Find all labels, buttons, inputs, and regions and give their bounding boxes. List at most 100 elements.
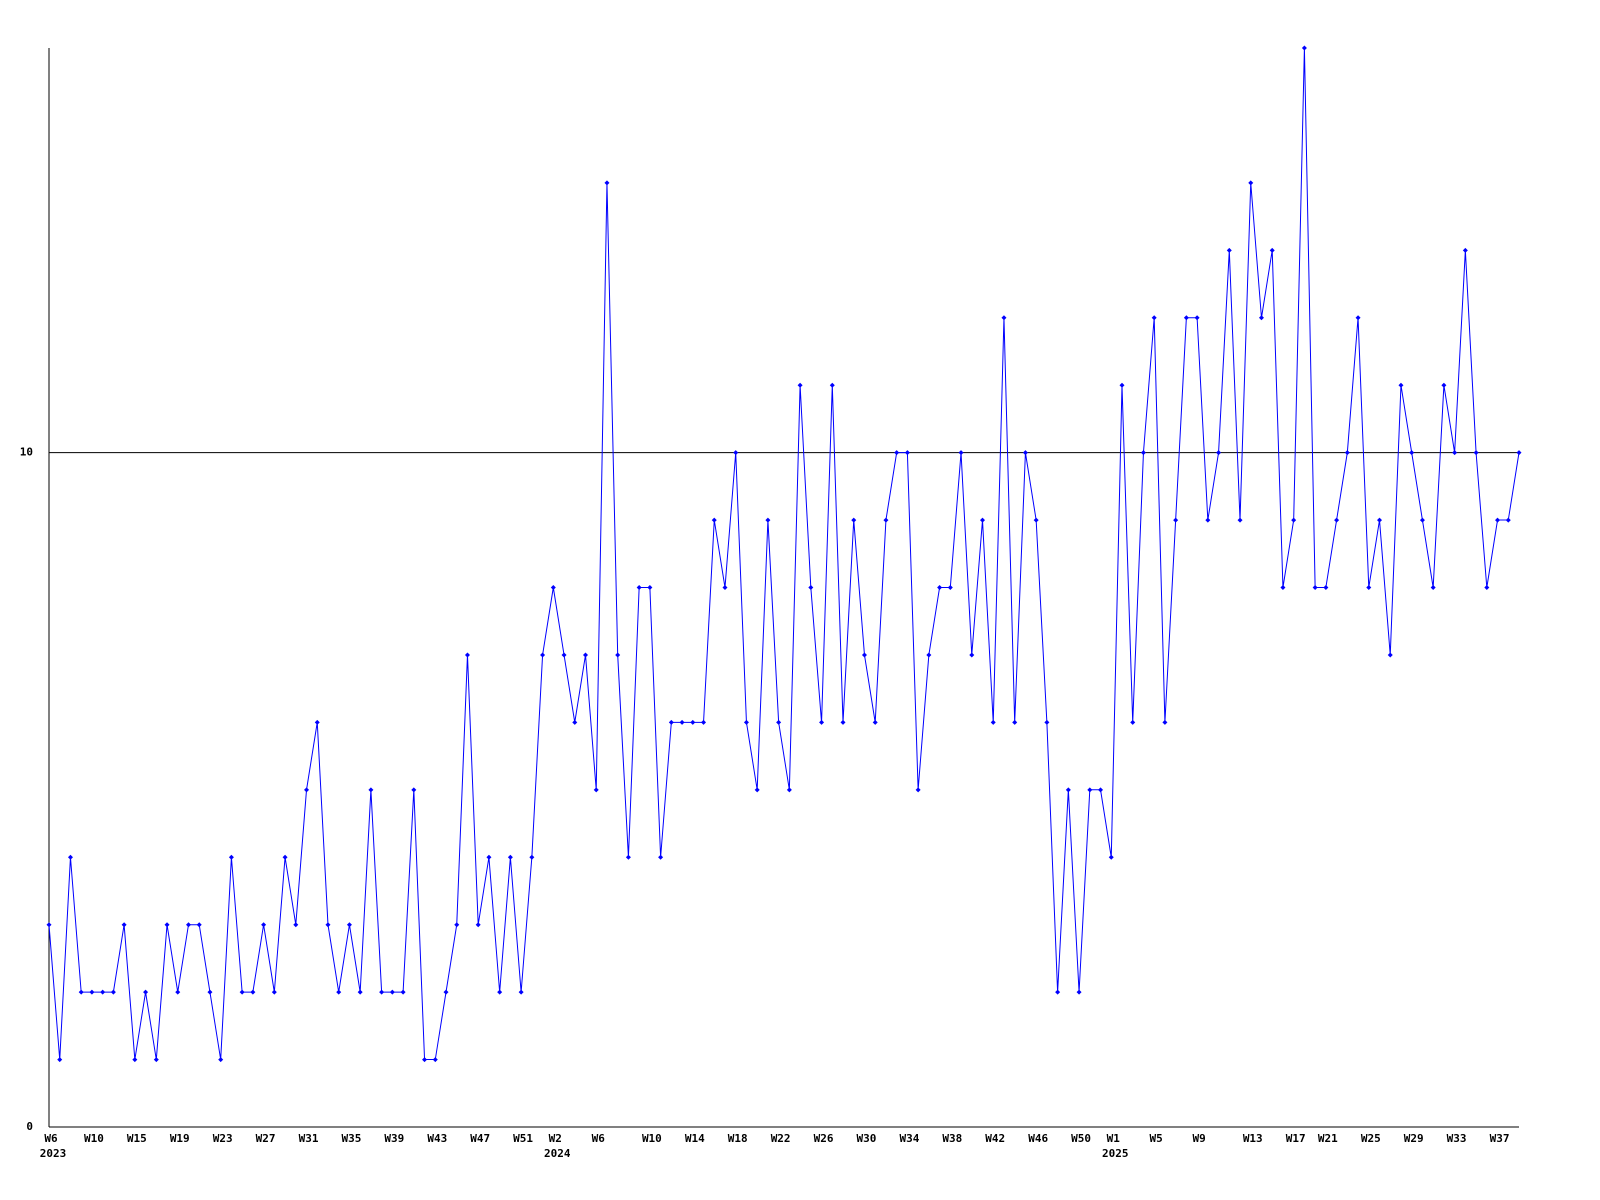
x-tick-label: W27 [256, 1132, 276, 1145]
data-point [593, 787, 599, 793]
data-point [1269, 247, 1275, 253]
data-point [293, 922, 299, 928]
data-point [1216, 450, 1222, 456]
data-point [1162, 719, 1168, 725]
data-point [861, 652, 867, 658]
data-point [636, 585, 642, 590]
data-point [915, 787, 921, 793]
data-point [304, 787, 310, 793]
x-year-label: 2025 [1102, 1147, 1129, 1160]
data-point [1334, 517, 1340, 523]
data-point [668, 719, 674, 725]
x-tick-label: W6 [592, 1132, 606, 1145]
data-point [153, 1057, 159, 1063]
data-point [1387, 652, 1393, 658]
data-point [572, 719, 578, 725]
data-point [711, 517, 717, 523]
y-tick-label: 0 [26, 1120, 33, 1133]
data-point [550, 585, 556, 590]
data-point [1108, 854, 1114, 860]
x-tick-label: W1 [1107, 1132, 1121, 1145]
data-point [1205, 517, 1211, 523]
data-point [89, 989, 95, 995]
data-point [840, 719, 846, 725]
x-tick-label: W2 [549, 1132, 562, 1145]
data-point [1022, 450, 1028, 456]
data-point [282, 854, 288, 860]
data-point [1119, 382, 1125, 388]
data-point [218, 1057, 224, 1063]
data-point [690, 719, 696, 725]
data-point [454, 922, 460, 928]
data-point [1430, 585, 1436, 590]
data-point [1452, 450, 1458, 456]
data-point [1226, 247, 1232, 253]
x-tick-label: W5 [1150, 1132, 1163, 1145]
data-point [1237, 517, 1243, 523]
data-point [1012, 719, 1018, 725]
data-point [1076, 989, 1082, 995]
x-tick-label: W25 [1361, 1132, 1381, 1145]
data-point [400, 989, 406, 995]
data-line [48, 47, 1520, 1061]
data-point [1065, 787, 1071, 793]
data-point [1484, 585, 1490, 590]
data-point [432, 1057, 438, 1063]
data-point [926, 652, 932, 658]
data-point [1409, 450, 1415, 456]
data-point [325, 922, 331, 928]
data-point [937, 585, 943, 590]
data-point [947, 585, 953, 590]
data-point [1173, 517, 1179, 523]
data-point [411, 787, 417, 793]
data-point [1473, 450, 1479, 456]
data-point [175, 989, 181, 995]
data-point [980, 517, 986, 523]
data-point [701, 719, 707, 725]
data-point [196, 922, 202, 928]
data-point [78, 989, 84, 995]
data-point [475, 922, 481, 928]
data-point [894, 450, 900, 456]
data-point [1505, 517, 1511, 523]
data-point [464, 652, 470, 658]
data-point [346, 922, 352, 928]
x-tick-label: W10 [642, 1132, 662, 1145]
data-point [57, 1057, 63, 1063]
data-point [486, 854, 492, 860]
data-point [1323, 585, 1329, 590]
data-point [185, 922, 191, 928]
data-point [379, 989, 385, 995]
data-point [765, 517, 771, 523]
x-tick-label: W30 [857, 1132, 877, 1145]
data-point [615, 652, 621, 658]
data-point [604, 180, 610, 186]
data-point [904, 450, 910, 456]
data-point [808, 585, 814, 590]
data-point [132, 1057, 138, 1063]
data-point [507, 854, 513, 860]
data-point [357, 989, 363, 995]
x-tick-label: W13 [1243, 1132, 1263, 1145]
data-point [851, 517, 857, 523]
data-point [1312, 585, 1318, 590]
data-point [1183, 315, 1189, 321]
data-point [1398, 382, 1404, 388]
data-point [1516, 450, 1522, 456]
data-point [518, 989, 524, 995]
data-point [1033, 517, 1039, 523]
data-point [1280, 585, 1286, 590]
data-point [1366, 585, 1372, 590]
data-point [754, 787, 760, 793]
data-point [261, 922, 267, 928]
data-point [1001, 315, 1007, 321]
data-point [1130, 719, 1136, 725]
data-point [143, 989, 149, 995]
data-point [1151, 315, 1157, 321]
data-point [67, 854, 73, 860]
data-point [969, 652, 975, 658]
data-point [110, 989, 116, 995]
x-tick-label: W23 [213, 1132, 233, 1145]
